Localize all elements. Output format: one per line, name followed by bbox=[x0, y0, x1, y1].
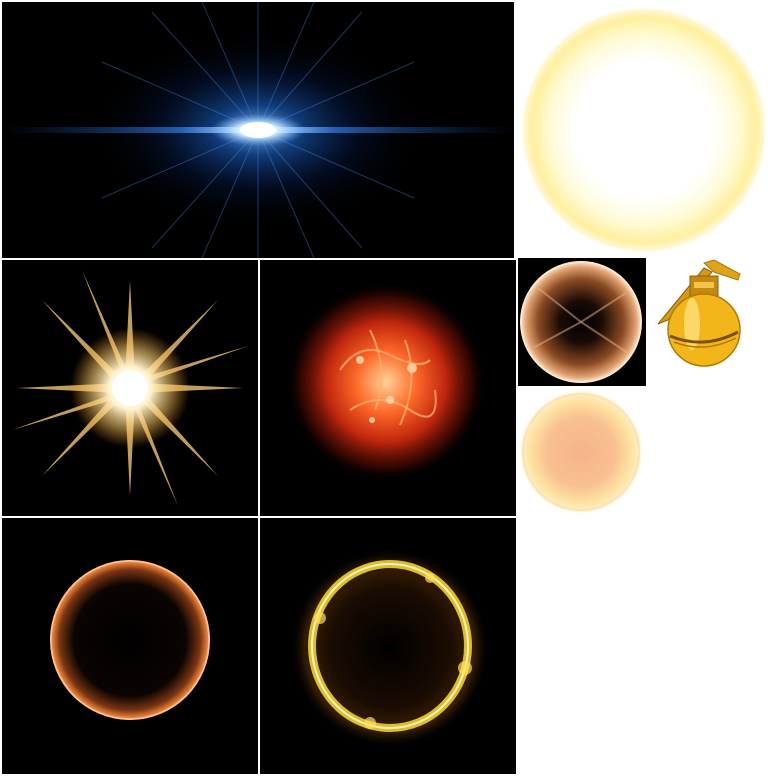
sprite-energy-orb bbox=[518, 258, 646, 386]
fire-ring-icon bbox=[50, 560, 210, 720]
sprite-fireball bbox=[260, 260, 516, 516]
sprite-lens-flare bbox=[2, 2, 514, 258]
energy-orb-icon bbox=[520, 261, 642, 383]
sprite-fire-ring bbox=[2, 518, 258, 774]
sprite-gold-ring bbox=[260, 518, 516, 774]
sprite-soft-glow bbox=[517, 2, 771, 258]
starburst-icon bbox=[12, 270, 248, 506]
sprite-starburst bbox=[2, 260, 258, 516]
yellow-glow-circle-icon bbox=[520, 6, 768, 254]
gold-fire-ring-icon bbox=[290, 548, 490, 748]
sprite-grenade bbox=[648, 258, 772, 386]
fire-explosion-icon bbox=[286, 282, 486, 482]
sprite-peach-glow bbox=[518, 388, 646, 516]
blue-lens-flare-icon bbox=[2, 2, 514, 258]
grenade-icon bbox=[657, 259, 741, 367]
peach-glow-circle-icon bbox=[519, 390, 643, 514]
